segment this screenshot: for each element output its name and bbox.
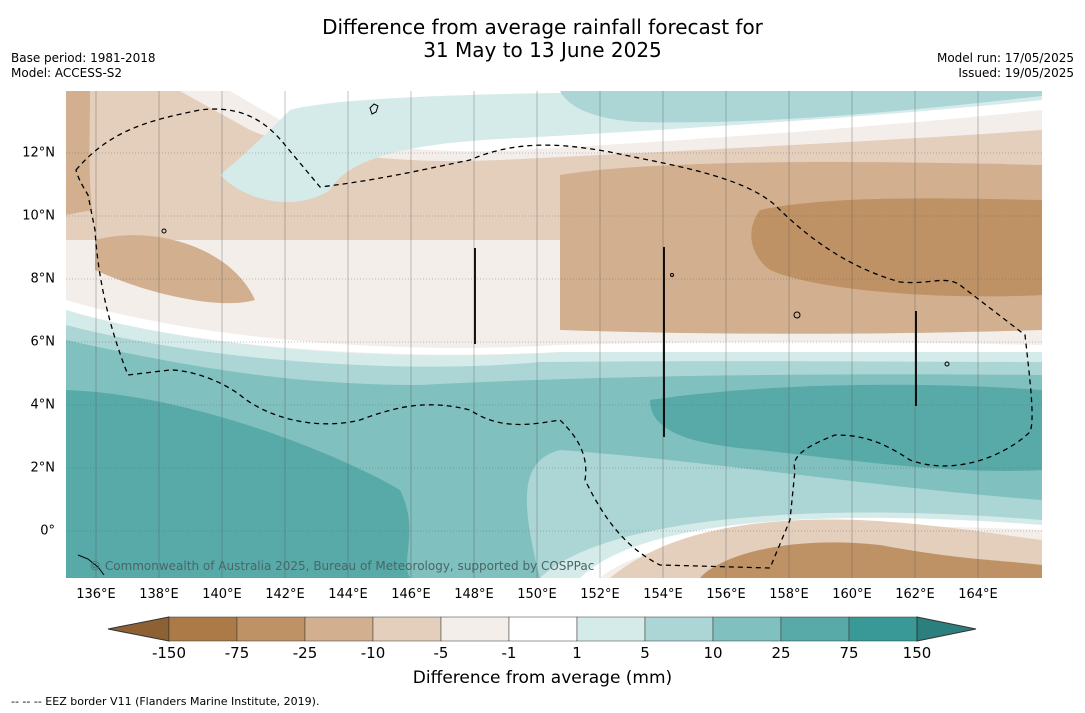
y-tick-label: 8°N [30, 271, 56, 287]
map-title-line1: Difference from average rainfall forecas… [322, 15, 763, 39]
colorbar-segment [440, 616, 510, 642]
colorbar-extend-low [107, 616, 170, 642]
colorbar-tick-label: -1 [501, 644, 517, 662]
colorbar-segment [576, 616, 646, 642]
colorbar-tick-label: -5 [433, 644, 449, 662]
latitude-marker-lines [474, 247, 917, 437]
x-tick-label: 160°E [832, 587, 872, 602]
x-tick-label: 154°E [643, 587, 683, 602]
y-tick-label: 2°N [30, 460, 56, 476]
x-tick-label: 136°E [76, 587, 116, 602]
x-tick-label: 158°E [769, 587, 809, 602]
copyright-note: © Commonwealth of Australia 2025, Bureau… [89, 559, 595, 573]
colorbar-tick-label: 10 [703, 644, 723, 662]
x-tick-label: 140°E [202, 587, 242, 602]
x-tick-label: 148°E [454, 587, 494, 602]
colorbar-tick-label: 5 [640, 644, 650, 662]
colorbar-tick-label: -25 [292, 644, 318, 662]
y-tick-label: 12°N [22, 145, 55, 161]
colorbar-title: Difference from average (mm) [412, 668, 673, 688]
colorbar-tick-label: 1 [572, 644, 582, 662]
island-outlines [77, 103, 950, 576]
colorbar [107, 616, 977, 642]
x-tick-label: 138°E [139, 587, 179, 602]
y-tick-label: 4°N [30, 397, 56, 413]
colorbar-tick-label: 25 [771, 644, 791, 662]
colorbar-tick-label: 75 [839, 644, 859, 662]
colorbar-segment [168, 616, 238, 642]
colorbar-tick-label: -150 [151, 644, 187, 662]
colorbar-segment [236, 616, 306, 642]
map-title-line2: 31 May to 13 June 2025 [423, 38, 662, 62]
base-period: Base period: 1981-2018 [11, 51, 156, 65]
eez-footnote: -- -- -- EEZ border V11 (Flanders Marine… [11, 695, 320, 708]
x-tick-label: 152°E [580, 587, 620, 602]
x-tick-label: 164°E [958, 587, 998, 602]
issued-date: Issued: 19/05/2025 [958, 66, 1074, 80]
colorbar-tick-label: -10 [360, 644, 386, 662]
colorbar-segment [712, 616, 782, 642]
eez-border [75, 108, 1033, 569]
colorbar-segment [304, 616, 374, 642]
x-tick-label: 156°E [706, 587, 746, 602]
colorbar-extend-high [916, 616, 977, 642]
colorbar-tick-label: -75 [224, 644, 250, 662]
x-tick-label: 142°E [265, 587, 305, 602]
colorbar-segment [644, 616, 714, 642]
x-tick-label: 146°E [391, 587, 431, 602]
y-tick-label: 0° [40, 523, 55, 539]
x-tick-label: 150°E [517, 587, 557, 602]
model-run: Model run: 17/05/2025 [936, 51, 1074, 65]
model-name: Model: ACCESS-S2 [11, 66, 123, 80]
x-tick-label: 144°E [328, 587, 368, 602]
rainfall-anomaly-field [66, 91, 1042, 578]
colorbar-segment [780, 616, 850, 642]
y-tick-label: 6°N [30, 334, 56, 350]
colorbar-segment [508, 616, 578, 642]
y-tick-label: 10°N [22, 208, 55, 224]
colorbar-segment [848, 616, 918, 642]
latitude-gridlines [66, 152, 1042, 532]
colorbar-segment [372, 616, 442, 642]
x-tick-label: 162°E [895, 587, 935, 602]
colorbar-tick-label: 150 [902, 644, 932, 662]
longitude-gridlines [95, 91, 979, 578]
